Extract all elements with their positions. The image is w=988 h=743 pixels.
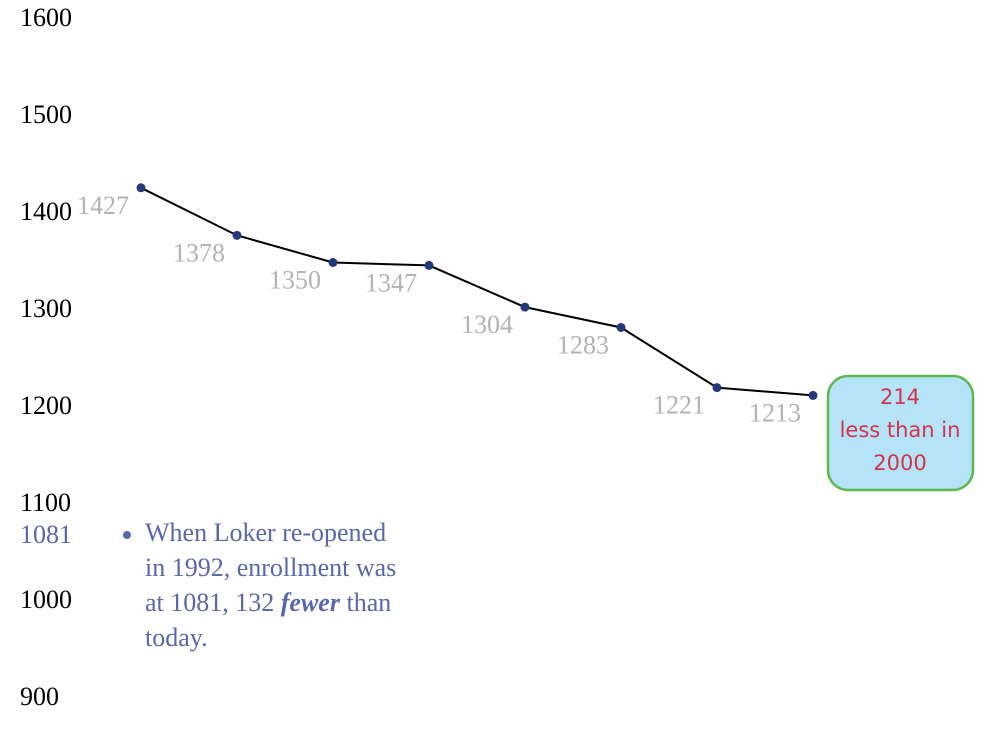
value-label: 1347 [365,268,417,297]
value-label: 1221 [653,391,705,420]
value-label: 1304 [461,310,513,339]
marker [520,302,530,312]
line [140,186,814,397]
value-label: 1213 [749,398,801,427]
marker [616,322,626,332]
y-tick-label: 1400 [20,197,72,226]
callout-box [826,374,975,492]
y-tick-label: 1200 [20,391,72,420]
value-label: 1283 [557,330,609,359]
y-tick-label: 900 [20,682,59,711]
note-part: than [346,588,391,617]
y-tick-label: 1300 [20,294,72,323]
marker [424,260,434,270]
value-label: 1378 [173,238,225,267]
note-line: in 1992, enrollment was [145,553,396,582]
marker [712,383,722,393]
y-tick-label: 1000 [20,585,72,614]
note-part: at 1081, 132 [145,588,274,617]
y-tick-label: 1600 [20,3,72,32]
callout-line: 2000 [873,451,926,475]
marker [808,390,818,400]
callout-line: less than in [840,418,961,442]
note-emphasis: fewer [281,588,341,617]
marker [328,258,338,267]
marker [232,230,242,240]
bullet [123,531,131,539]
callout-line: 214 [880,385,920,409]
note-line: today. [145,623,208,652]
side-label: 1081 [20,520,72,549]
note-line: When Loker re-opened [145,518,386,547]
y-tick-label: 1500 [20,100,72,129]
marker [136,183,146,193]
value-label: 1350 [269,265,321,294]
y-tick-label: 1100 [20,488,71,517]
value-label: 1427 [77,191,129,220]
note-line: at 1081, 132 fewer than [145,588,391,617]
